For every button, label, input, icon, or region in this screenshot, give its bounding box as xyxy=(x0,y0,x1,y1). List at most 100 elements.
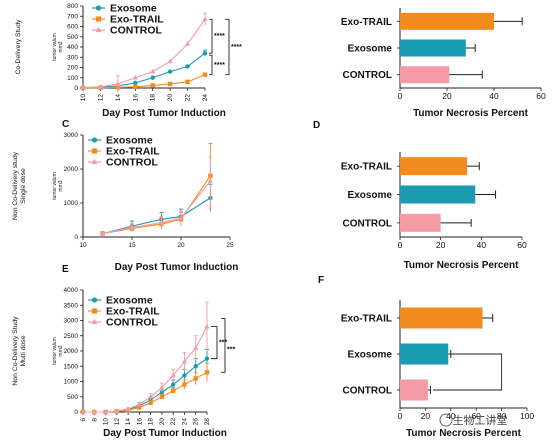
x-tick-label: 20 xyxy=(159,418,166,426)
x-axis-label: Tumor Necrosis Percent xyxy=(413,108,529,119)
panel-label: F xyxy=(318,275,324,286)
series-line-exo-trail xyxy=(102,175,211,235)
data-point xyxy=(150,83,155,88)
data-point xyxy=(148,400,153,406)
data-point xyxy=(133,84,138,89)
x-tick-label: 20 xyxy=(177,242,185,249)
x-tick-label: 100 xyxy=(520,411,534,421)
y-tick-label: 600 xyxy=(67,24,78,31)
legend-marker xyxy=(91,297,98,303)
legend-label: Exosome xyxy=(110,3,157,15)
y-axis-unit-label: tumor valummm3 xyxy=(52,337,64,365)
x-tick-label: 10 xyxy=(80,94,87,102)
legend-label: Exo-TRAIL xyxy=(110,14,164,26)
data-point xyxy=(133,80,138,86)
x-tick-label: 22 xyxy=(170,418,177,426)
data-point xyxy=(167,58,173,64)
category-label: Exosome xyxy=(348,190,393,201)
bar-control xyxy=(400,213,441,232)
y-tick-label: 100 xyxy=(67,75,78,82)
y-axis-label: Non Co-Delivery StudyMulti dose xyxy=(12,316,27,386)
legend-marker xyxy=(91,318,98,325)
legend-label: CONTROL xyxy=(106,317,158,329)
data-point xyxy=(204,370,210,375)
bar-exo-trail xyxy=(400,307,483,329)
data-point xyxy=(129,224,135,230)
series-line-control xyxy=(102,180,211,235)
significance-bracket xyxy=(209,54,213,76)
data-point xyxy=(100,230,106,236)
x-tick-label: 0 xyxy=(398,240,403,250)
x-axis-label: Day Post Tumor Induction xyxy=(103,428,227,439)
legend-marker xyxy=(95,5,102,11)
legend-marker xyxy=(95,26,102,33)
y-tick-label: 1000 xyxy=(64,200,79,207)
data-point xyxy=(202,16,208,22)
legend-label: CONTROL xyxy=(110,25,162,37)
data-point xyxy=(170,382,176,387)
x-tick-label: 15 xyxy=(128,242,136,249)
bar-exo-trail xyxy=(400,157,468,176)
legend-label: CONTROL xyxy=(106,157,158,169)
x-tick-label: 14 xyxy=(115,94,122,102)
x-tick-label: 80 xyxy=(497,411,507,421)
wechat-icon xyxy=(439,413,453,427)
category-label: CONTROL xyxy=(343,218,392,229)
x-axis-label: Tumor Necrosis Percent xyxy=(406,428,522,439)
x-tick-label: 18 xyxy=(150,94,157,102)
x-tick-label: 24 xyxy=(181,418,188,426)
bar-control xyxy=(400,379,428,401)
data-point xyxy=(204,356,210,361)
x-tick-label: 16 xyxy=(132,94,139,102)
x-tick-label: 20 xyxy=(167,94,174,102)
y-axis-unit-label: tumor valummm3 xyxy=(52,172,64,200)
significance-label: **** xyxy=(214,62,225,69)
significance-label: *** xyxy=(227,346,235,353)
bar-control xyxy=(400,66,450,84)
panel-label: D xyxy=(313,120,320,131)
y-tick-label: 0 xyxy=(74,234,78,241)
series-line-exo-trail xyxy=(83,371,208,413)
y-axis-unit-label: tumor valummm3 xyxy=(52,33,64,61)
significance-label: **** xyxy=(231,44,242,51)
x-tick-label: 25 xyxy=(226,242,234,249)
x-tick-label: 12 xyxy=(114,418,121,426)
y-tick-label: 3000 xyxy=(64,132,79,139)
data-point xyxy=(80,409,86,414)
data-point xyxy=(204,323,210,329)
data-point xyxy=(115,81,121,86)
bar-exo-trail xyxy=(400,12,494,30)
x-tick-label: 24 xyxy=(202,94,209,102)
x-tick-label: 6 xyxy=(80,418,87,422)
y-tick-label: 400 xyxy=(67,44,78,51)
data-point xyxy=(193,364,198,369)
legend-marker xyxy=(91,308,98,314)
legend-label: Exosome xyxy=(106,135,153,147)
data-point xyxy=(202,72,208,77)
x-axis-label: Tumor Necrosis Percent xyxy=(404,260,520,271)
x-tick-label: 8 xyxy=(91,418,98,422)
y-tick-label: 1500 xyxy=(64,363,79,370)
significance-bracket xyxy=(211,326,218,360)
x-tick-label: 12 xyxy=(97,94,104,102)
x-tick-label: 20 xyxy=(421,411,431,421)
series-line-control xyxy=(82,19,206,89)
significance-bracket xyxy=(209,18,213,54)
data-point xyxy=(159,394,165,399)
comparison-bracket xyxy=(433,353,503,391)
series-line-exosome xyxy=(83,358,208,413)
y-axis-label: Non Co-Delivery studySingle dose xyxy=(12,151,27,220)
bar-exosome xyxy=(400,343,449,365)
data-point xyxy=(132,74,138,80)
panel-label: E xyxy=(62,264,69,275)
data-point xyxy=(167,81,173,87)
data-point xyxy=(170,372,176,378)
data-point xyxy=(148,393,154,399)
data-point xyxy=(150,68,156,74)
y-tick-label: 2000 xyxy=(64,166,79,173)
legend-marker xyxy=(95,16,102,22)
x-tick-label: 28 xyxy=(204,418,211,426)
x-tick-label: 10 xyxy=(103,418,110,426)
data-point xyxy=(125,406,131,411)
panel-label: C xyxy=(62,119,69,130)
